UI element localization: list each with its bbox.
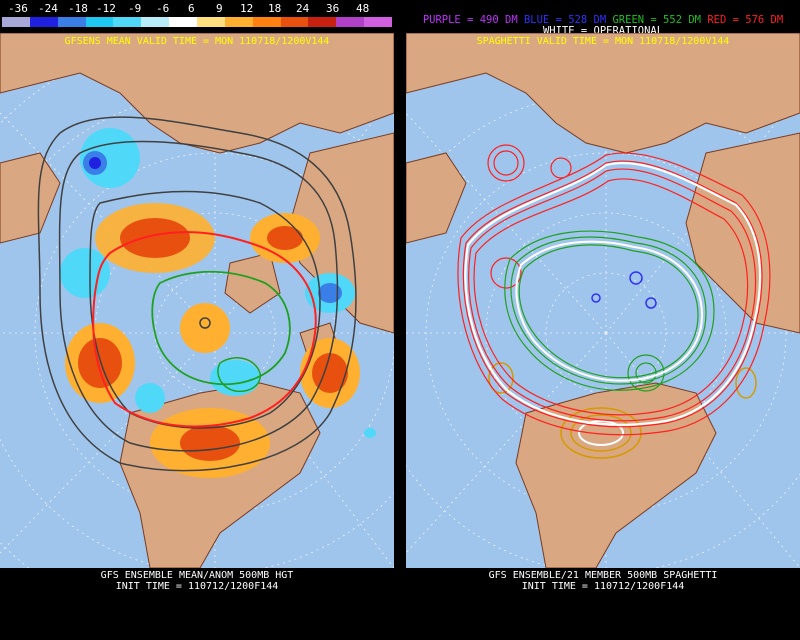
legend-color-bar: [2, 17, 393, 27]
ensemble-mean-map: GFSENS MEAN VALID TIME = MON 110718/1200…: [0, 33, 394, 568]
right-footer-line1: GFS ENSEMBLE/21 MEMBER 500MB SPAGHETTI: [488, 570, 718, 581]
right-panel-subtitle: SPAGHETTI VALID TIME = MON 110718/1200V1…: [476, 36, 730, 47]
left-footer-line1: GFS ENSEMBLE MEAN/ANOM 500MB HGT: [100, 570, 294, 581]
header-green: GREEN = 552 DM: [612, 14, 701, 26]
legend-label: 6: [188, 2, 195, 15]
legend-label: -18: [68, 2, 88, 15]
legend-label: -9: [128, 2, 142, 15]
legend-swatch: [280, 17, 309, 27]
legend-labels: -36 -24 -18 -12 -9 -6 6 9 12 18 24 36 48: [0, 2, 395, 16]
spaghetti-map-svg: [406, 33, 800, 568]
legend-swatch: [113, 17, 142, 27]
legend-swatch: [336, 17, 365, 27]
right-footer-line2: INIT TIME = 110712/1200F144: [521, 581, 685, 592]
legend-swatch: [141, 17, 170, 27]
legend-swatch: [252, 17, 281, 27]
legend-swatch: [29, 17, 58, 27]
legend-label: 9: [216, 2, 223, 15]
legend-swatch: [57, 17, 86, 27]
header-blue: BLUE = 528 DM: [523, 14, 607, 26]
left-panel-title: GFSENS MEAN VALID TIME = MON 110718/1200…: [64, 36, 330, 47]
header-purple: PURPLE = 490 DM: [422, 14, 518, 26]
header-red: RED = 576 DM: [707, 14, 784, 26]
right-footer: GFS ENSEMBLE/21 MEMBER 500MB SPAGHETTI I…: [406, 570, 800, 592]
spaghetti-header: PURPLE = 490 DM BLUE = 528 DM GREEN = 55…: [406, 14, 800, 32]
legend-label: -24: [38, 2, 58, 15]
ensemble-mean-map-svg: [0, 33, 394, 568]
legend-swatch: [85, 17, 114, 27]
legend-label: -12: [96, 2, 116, 15]
legend-swatch: [224, 17, 253, 27]
anomaly-legend: -36 -24 -18 -12 -9 -6 6 9 12 18 24 36 48: [0, 0, 395, 32]
legend-swatch: [308, 17, 337, 27]
legend-label: 36: [326, 2, 340, 15]
legend-label: 48: [356, 2, 370, 15]
legend-label: 24: [296, 2, 310, 15]
legend-swatch: [197, 17, 225, 27]
left-footer: GFS ENSEMBLE MEAN/ANOM 500MB HGT INIT TI…: [0, 570, 394, 592]
spaghetti-map: SPAGHETTI VALID TIME = MON 110718/1200V1…: [406, 33, 800, 568]
legend-swatch: [169, 17, 198, 27]
legend-label: 12: [240, 2, 254, 15]
left-footer-line2: INIT TIME = 110712/1200F144: [115, 581, 279, 592]
legend-label: -6: [156, 2, 170, 15]
legend-label: -36: [8, 2, 28, 15]
legend-swatch: [2, 17, 30, 27]
legend-label: 18: [268, 2, 282, 15]
legend-swatch: [364, 17, 393, 27]
